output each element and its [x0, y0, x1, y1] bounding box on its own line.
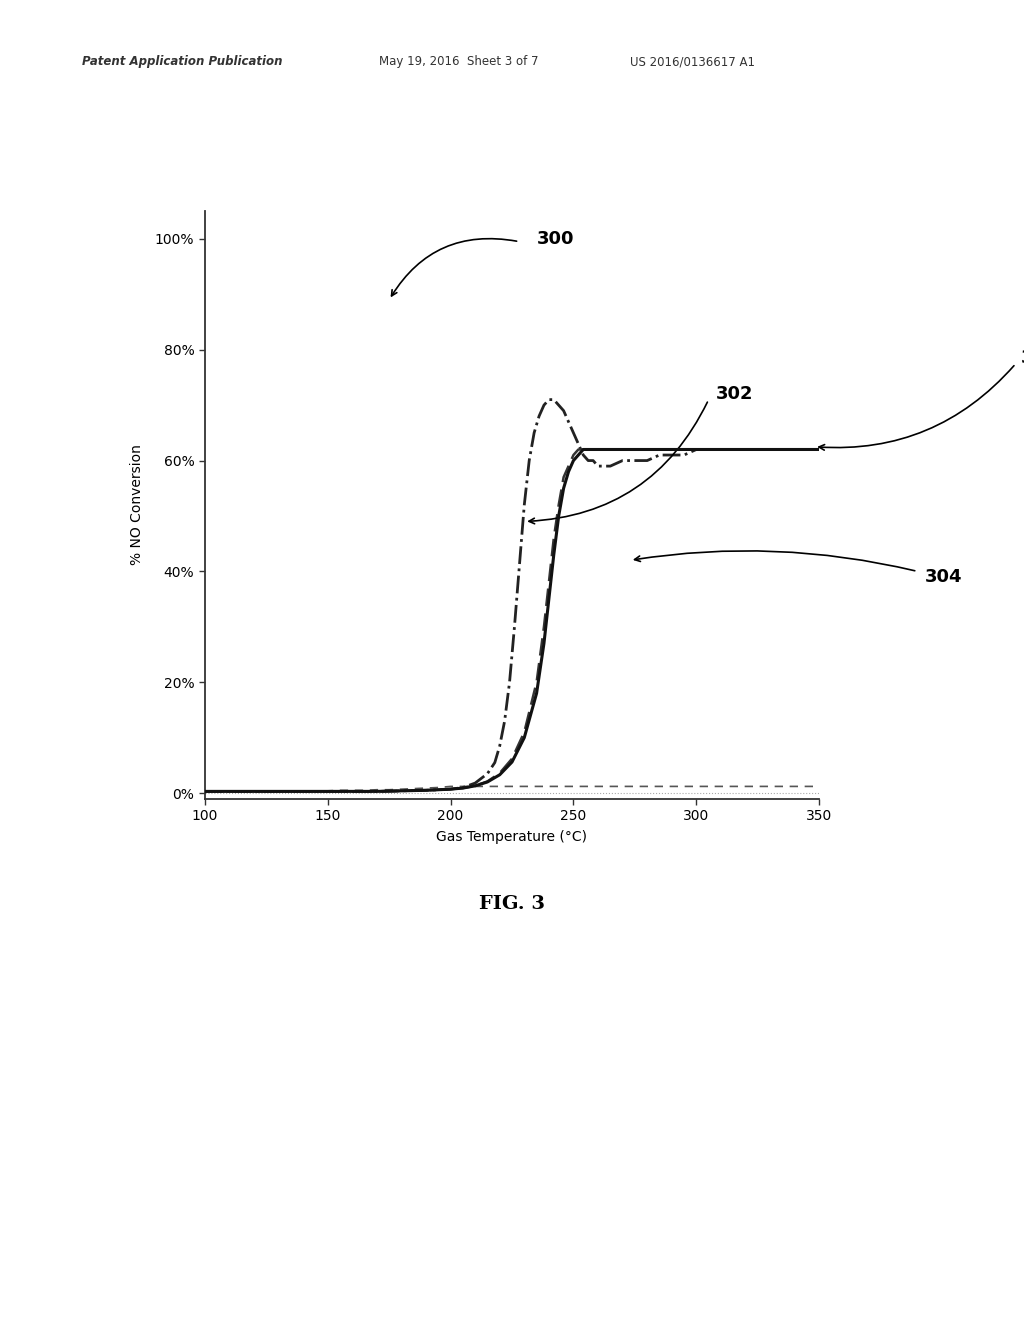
Text: Patent Application Publication: Patent Application Publication	[82, 55, 283, 69]
Y-axis label: % NO Conversion: % NO Conversion	[130, 445, 143, 565]
X-axis label: Gas Temperature (°C): Gas Temperature (°C)	[436, 830, 588, 843]
Text: 306: 306	[1021, 348, 1024, 367]
Text: FIG. 3: FIG. 3	[479, 895, 545, 913]
Text: 300: 300	[537, 230, 574, 248]
Text: US 2016/0136617 A1: US 2016/0136617 A1	[630, 55, 755, 69]
Text: May 19, 2016  Sheet 3 of 7: May 19, 2016 Sheet 3 of 7	[379, 55, 539, 69]
Text: 304: 304	[925, 568, 963, 586]
Text: 302: 302	[716, 385, 754, 403]
